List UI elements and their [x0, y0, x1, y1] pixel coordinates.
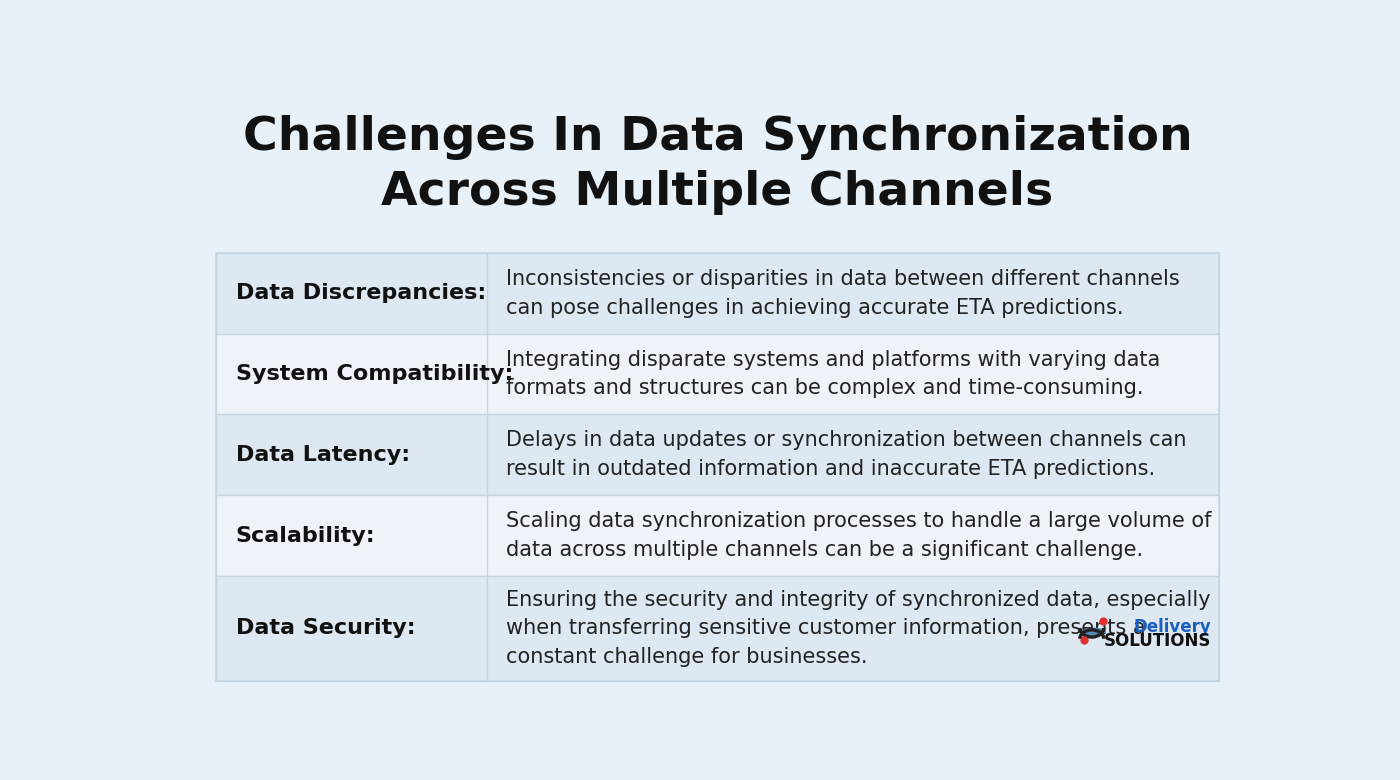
Text: Ensuring the security and integrity of synchronized data, especially
when transf: Ensuring the security and integrity of s… — [507, 590, 1211, 667]
Text: Integrating disparate systems and platforms with varying data
formats and struct: Integrating disparate systems and platfo… — [507, 349, 1161, 399]
Bar — [216, 334, 1219, 414]
Bar — [216, 414, 1219, 495]
Text: Delays in data updates or synchronization between channels can
result in outdate: Delays in data updates or synchronizatio… — [507, 431, 1187, 479]
Text: Data Discrepancies:: Data Discrepancies: — [235, 283, 486, 303]
Text: Scaling data synchronization processes to handle a large volume of
data across m: Scaling data synchronization processes t… — [507, 511, 1212, 560]
Text: Challenges In Data Synchronization
Across Multiple Channels: Challenges In Data Synchronization Acros… — [242, 115, 1193, 215]
Text: System Compatibility:: System Compatibility: — [235, 364, 514, 384]
Text: SOLUTIONS: SOLUTIONS — [1103, 633, 1211, 651]
Bar — [216, 495, 1219, 576]
Text: Data Latency:: Data Latency: — [235, 445, 410, 465]
Bar — [216, 576, 1219, 681]
Bar — [216, 253, 1219, 334]
Bar — [216, 253, 1219, 681]
Text: Scalability:: Scalability: — [235, 526, 375, 545]
Text: Data Security:: Data Security: — [235, 619, 416, 639]
Text: Delivery: Delivery — [1134, 619, 1211, 636]
Ellipse shape — [1082, 628, 1106, 636]
Text: Inconsistencies or disparities in data between different channels
can pose chall: Inconsistencies or disparities in data b… — [507, 269, 1180, 317]
